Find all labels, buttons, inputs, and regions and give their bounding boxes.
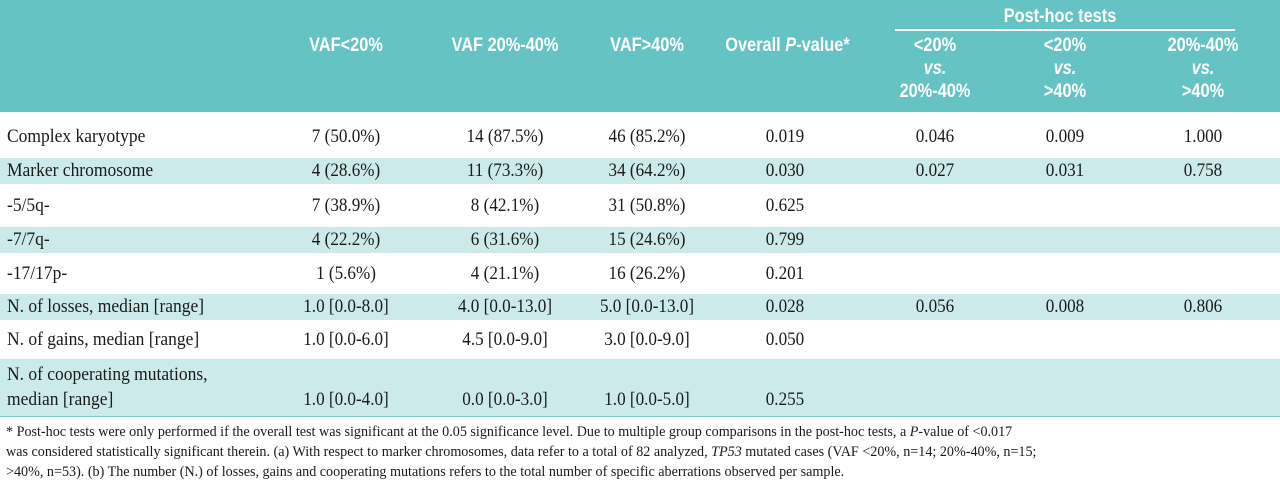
- table-row: N. of cooperating mutations, median [ran…: [0, 359, 1280, 416]
- cell-vaf-lt20: 4 (22.2%): [311, 229, 381, 250]
- cell-vaf-lt20: 1.0 [0.0-6.0]: [303, 329, 389, 350]
- cell-vaf-lt20: 1.0 [0.0-4.0]: [303, 389, 389, 410]
- col-header-overall-p: Overall P-value*: [725, 35, 850, 56]
- row-label-line2: median [range]: [7, 389, 114, 410]
- table-footnote: * Post-hoc tests were only performed if …: [6, 422, 1274, 482]
- row-label: -17/17p-: [7, 263, 68, 284]
- cell-vaf-gt40: 31 (50.8%): [608, 195, 686, 216]
- cell-vaf-gt40: 3.0 [0.0-9.0]: [604, 329, 690, 350]
- cell-posthoc-2: 0.008: [1045, 296, 1085, 317]
- cell-overall-p: 0.019: [765, 126, 805, 147]
- cell-vaf-20-40: 4.0 [0.0-13.0]: [457, 296, 553, 317]
- cell-posthoc-1: 0.027: [915, 160, 955, 181]
- table-row: Marker chromosome 4 (28.6%) 11 (73.3%) 3…: [0, 158, 1280, 185]
- cell-overall-p: 0.201: [765, 263, 805, 284]
- posthoc-divider: [895, 29, 1235, 31]
- cell-overall-p: 0.625: [765, 195, 805, 216]
- row-divider: [0, 320, 1280, 321]
- table-row: N. of losses, median [range] 1.0 [0.0-8.…: [0, 294, 1280, 321]
- cell-posthoc-3: 0.806: [1183, 296, 1223, 317]
- cell-overall-p: 0.030: [765, 160, 805, 181]
- table-row: -5/5q- 7 (38.9%) 8 (42.1%) 31 (50.8%) 0.…: [0, 185, 1280, 227]
- row-label: -5/5q-: [7, 195, 50, 216]
- row-label: Marker chromosome: [7, 160, 154, 181]
- cell-vaf-20-40: 8 (42.1%): [470, 195, 540, 216]
- col-header-vaf-gt40: VAF>40%: [610, 35, 684, 56]
- cell-vaf-lt20: 7 (38.9%): [311, 195, 381, 216]
- row-divider: [0, 184, 1280, 185]
- cell-posthoc-1: 0.046: [915, 126, 955, 147]
- cell-vaf-gt40: 34 (64.2%): [608, 160, 686, 181]
- posthoc-title: Post-hoc tests: [1003, 6, 1117, 27]
- cell-vaf-20-40: 0.0 [0.0-3.0]: [462, 389, 548, 410]
- table-row: -7/7q- 4 (22.2%) 6 (31.6%) 15 (24.6%) 0.…: [0, 227, 1280, 254]
- cell-posthoc-3: 0.758: [1183, 160, 1223, 181]
- table-bottom-rule: [0, 416, 1280, 417]
- row-label: N. of cooperating mutations,: [7, 364, 208, 385]
- col-header-posthoc-1: <20% vs. 20%-40%: [899, 35, 971, 102]
- cell-overall-p: 0.028: [765, 296, 805, 317]
- cell-posthoc-3: 1.000: [1183, 126, 1223, 147]
- row-label: -7/7q-: [7, 229, 50, 250]
- cell-vaf-gt40: 16 (26.2%): [608, 263, 686, 284]
- cell-vaf-20-40: 6 (31.6%): [470, 229, 540, 250]
- cell-vaf-gt40: 5.0 [0.0-13.0]: [599, 296, 695, 317]
- footnote-line-1: * Post-hoc tests were only performed if …: [6, 423, 1013, 440]
- row-divider: [0, 253, 1280, 254]
- table-row: -17/17p- 1 (5.6%) 4 (21.1%) 16 (26.2%) 0…: [0, 254, 1280, 294]
- cell-vaf-gt40: 15 (24.6%): [608, 229, 686, 250]
- cell-vaf-lt20: 4 (28.6%): [311, 160, 381, 181]
- col-header-vaf-lt20: VAF<20%: [309, 35, 383, 56]
- col-header-vaf-20-40: VAF 20%-40%: [451, 35, 559, 56]
- col-header-posthoc-2: <20% vs. >40%: [1043, 35, 1087, 102]
- cell-vaf-20-40: 4.5 [0.0-9.0]: [462, 329, 548, 350]
- cell-vaf-lt20: 7 (50.0%): [311, 126, 381, 147]
- col-header-posthoc-3: 20%-40% vs. >40%: [1167, 35, 1239, 102]
- cell-overall-p: 0.255: [765, 389, 805, 410]
- cell-vaf-20-40: 11 (73.3%): [466, 160, 544, 181]
- cell-posthoc-2: 0.009: [1045, 126, 1085, 147]
- row-label: N. of losses, median [range]: [7, 296, 205, 317]
- cell-posthoc-2: 0.031: [1045, 160, 1085, 181]
- row-label: N. of gains, median [range]: [7, 329, 200, 350]
- table-row: N. of gains, median [range] 1.0 [0.0-6.0…: [0, 321, 1280, 359]
- cell-vaf-gt40: 46 (85.2%): [608, 126, 686, 147]
- cell-overall-p: 0.050: [765, 329, 805, 350]
- cell-vaf-20-40: 14 (87.5%): [466, 126, 544, 147]
- cell-posthoc-1: 0.056: [915, 296, 955, 317]
- table-row: Complex karyotype 7 (50.0%) 14 (87.5%) 4…: [0, 112, 1280, 158]
- footnote-line-2: was considered statistically significant…: [6, 443, 1037, 460]
- row-label: Complex karyotype: [7, 126, 146, 147]
- cell-vaf-20-40: 4 (21.1%): [470, 263, 540, 284]
- cell-vaf-lt20: 1.0 [0.0-8.0]: [303, 296, 389, 317]
- cell-vaf-lt20: 1 (5.6%): [316, 263, 376, 284]
- cell-vaf-gt40: 1.0 [0.0-5.0]: [604, 389, 690, 410]
- cell-overall-p: 0.799: [765, 229, 805, 250]
- table-header: Post-hoc tests VAF<20% VAF 20%-40% VAF>4…: [0, 0, 1280, 112]
- footnote-line-3: >40%, n=53). (b) The number (N.) of loss…: [6, 463, 845, 480]
